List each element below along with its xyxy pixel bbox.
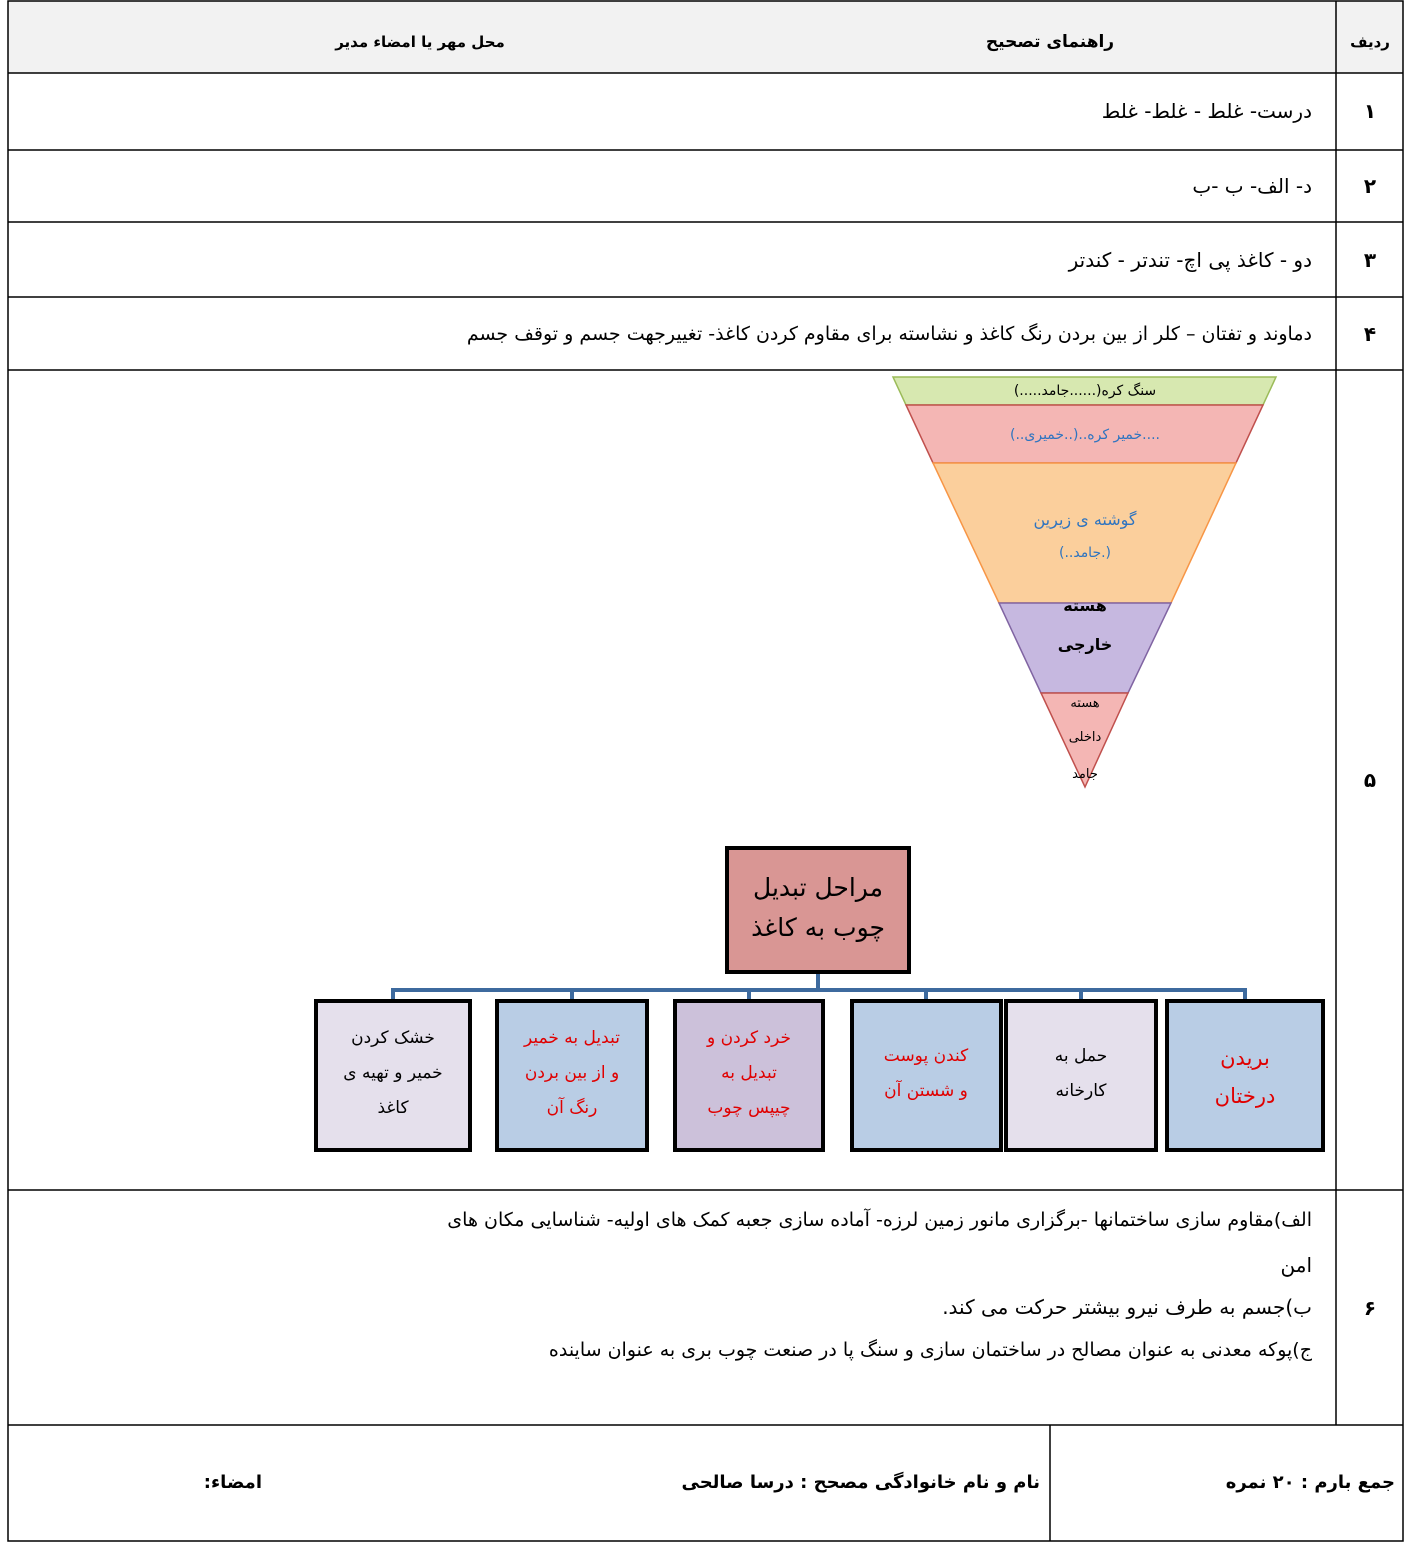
step-label: و از بین بردن xyxy=(524,1063,620,1083)
step-label: خشک کردن xyxy=(351,1028,435,1048)
step-box xyxy=(495,999,649,1152)
row-number: ۳ xyxy=(1363,248,1377,272)
pyramid-label: جامد xyxy=(1072,767,1098,782)
step-box xyxy=(314,999,472,1152)
step-label: درختان xyxy=(1214,1084,1276,1108)
footer-signature: امضاء: xyxy=(203,1472,262,1493)
step-label: حمل به xyxy=(1054,1046,1108,1066)
root-box xyxy=(725,846,911,974)
footer-total: جمع بارم : ۲۰ نمره xyxy=(1225,1472,1395,1493)
row-text: د- الف- ب -ب xyxy=(1192,174,1312,198)
step-label: بریدن xyxy=(1220,1046,1270,1070)
header-guide: راهنمای تصحیح xyxy=(985,32,1115,52)
step-label: خرد کردن و xyxy=(706,1028,792,1048)
pyramid-label: خارجی xyxy=(1057,635,1113,654)
row-number: ۱ xyxy=(1363,99,1377,123)
pyramid-layer xyxy=(1039,692,1130,789)
step-label: تبدیل به خمیر xyxy=(524,1028,620,1048)
row-number: ۴ xyxy=(1363,322,1377,346)
step-label: کندن پوست xyxy=(883,1046,969,1066)
pyramid-label: سنگ کره(......جامد.....) xyxy=(1013,383,1157,399)
step-box xyxy=(1165,999,1325,1152)
pyramid-label: هسته xyxy=(1063,596,1107,615)
connectors xyxy=(391,972,1247,1001)
step-label: و شستن آن xyxy=(884,1081,968,1101)
row-text: ج)پوکه معدنی به عنوان مصالح در ساختمان س… xyxy=(548,1339,1312,1361)
pyramid-label: داخلی xyxy=(1068,730,1102,745)
header-stamp: محل مهر یا امضاء مدیر xyxy=(335,33,505,51)
row-number: ۶ xyxy=(1363,1296,1377,1320)
row-number: ۵ xyxy=(1363,768,1377,792)
step-label: تبدیل به xyxy=(721,1063,777,1083)
row-text: ب)جسم به طرف نیرو بیشتر حرکت می کند. xyxy=(942,1295,1312,1319)
step-box xyxy=(1004,999,1158,1152)
step-label: کاغذ xyxy=(377,1098,409,1118)
header-background xyxy=(8,1,1403,73)
outer-border xyxy=(7,0,1404,1542)
pyramid-label: ....خمیر کره..(..خمیری..) xyxy=(1010,427,1160,443)
pyramid-label: (.جامد..) xyxy=(1058,545,1112,561)
root-label: چوب به کاغذ xyxy=(751,913,885,942)
step-label: خمیر و تهیه ی xyxy=(343,1063,443,1083)
pyramid xyxy=(891,376,1278,789)
root-label: مراحل تبدیل xyxy=(753,873,883,902)
pyramid-label: هسته xyxy=(1070,696,1100,711)
row-text: دو - کاغذ پی اچ- تندتر - کندتر xyxy=(1068,248,1312,272)
step-label: کارخانه xyxy=(1055,1081,1107,1101)
row-text: الف)مقاوم سازی ساختمانها -برگزاری مانور … xyxy=(447,1209,1312,1231)
row-number: ۲ xyxy=(1363,174,1377,198)
row-text: امن xyxy=(1280,1253,1313,1277)
footer-grader: نام و نام خانوادگی مصحح : درسا صالحی xyxy=(681,1472,1040,1493)
row-text: درست- غلط - غلط- غلط xyxy=(1101,99,1312,123)
flow-boxes xyxy=(314,846,1325,1152)
grid xyxy=(7,0,1404,1542)
pyramid-layer xyxy=(931,462,1238,604)
step-label: رنگ آن xyxy=(546,1098,598,1118)
header-row-label: ردیف xyxy=(1350,33,1390,51)
step-label: چیپس چوب xyxy=(707,1098,791,1118)
pyramid-label: گوشته ی زیرین xyxy=(1033,510,1137,529)
step-box xyxy=(673,999,825,1152)
row-text: دماوند و تفتان – کلر از بین بردن رنگ کاغ… xyxy=(466,323,1312,345)
step-box xyxy=(850,999,1003,1152)
